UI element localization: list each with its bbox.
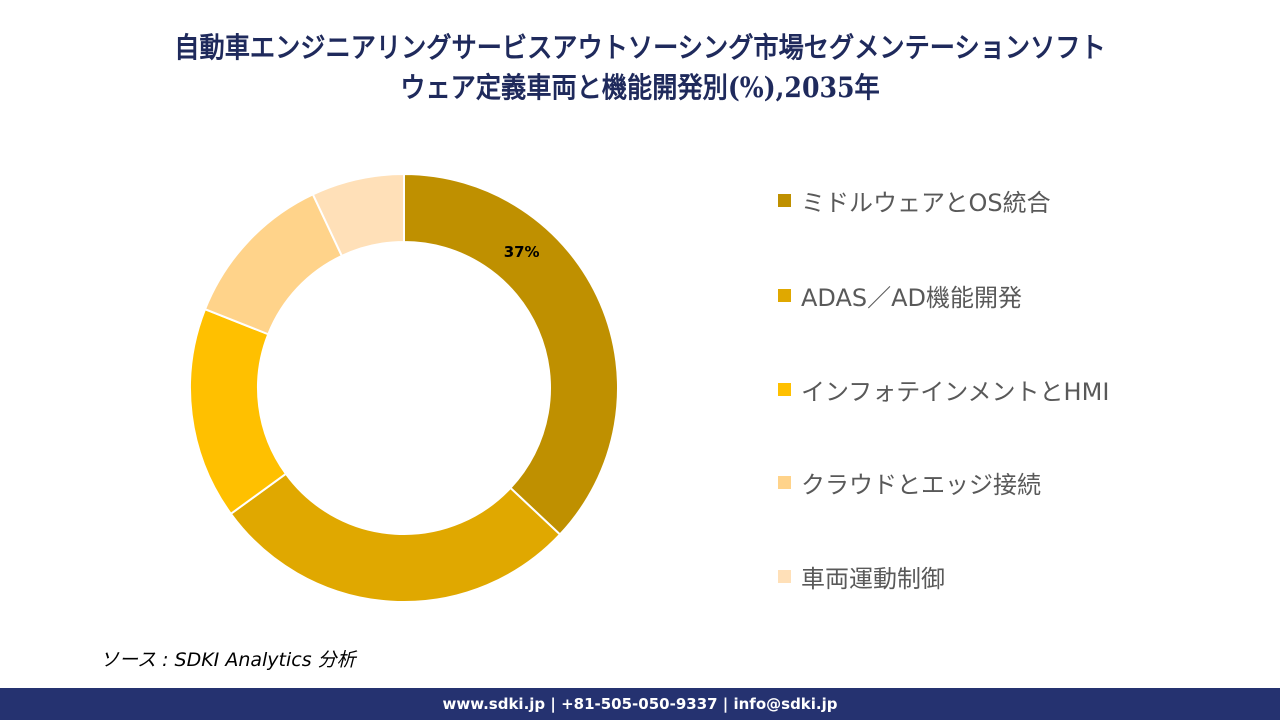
legend-label: インフォテインメントとHMI [801,377,1110,406]
legend-swatch [778,382,791,396]
legend-swatch [778,193,791,207]
legend-label: ミドルウェアとOS統合 [801,188,1051,217]
legend-item-4: 車両運動制御 [778,556,945,596]
donut-slice-4 [311,172,405,258]
legend-label: 車両運動制御 [801,564,945,593]
chart-title-line2: ウェア定義車両と機能開発別(%),2035年 [400,71,880,104]
legend-label: ADAS／AD機能開発 [801,283,1023,312]
legend-item-0: ミドルウェアとOS統合 [778,180,1051,220]
legend-label: クラウドとエッジ接続 [801,470,1041,499]
source-note: ソース : SDKI Analytics 分析 [100,649,356,671]
donut-slice-1 [229,472,562,603]
footer-contact: www.sdki.jp | +81-505-050-9337 | info@sd… [0,688,1280,720]
donut-slice-2 [189,307,288,516]
chart-title: 自動車エンジニアリングサービスアウトソーシング市場セグメンテーションソフト ウェ… [64,28,1216,108]
legend-swatch [778,288,791,302]
data-label-0: 37% [504,243,540,261]
donut-slice-0 [403,172,619,536]
legend-swatch [778,475,791,489]
legend-item-1: ADAS／AD機能開発 [778,275,1022,315]
chart-title-line1: 自動車エンジニアリングサービスアウトソーシング市場セグメンテーションソフト [174,31,1106,64]
legend-item-3: クラウドとエッジ接続 [778,462,1041,502]
donut-slice-3 [203,193,344,336]
legend-swatch [778,569,791,583]
legend-item-2: インフォテインメントとHMI [778,369,1109,409]
